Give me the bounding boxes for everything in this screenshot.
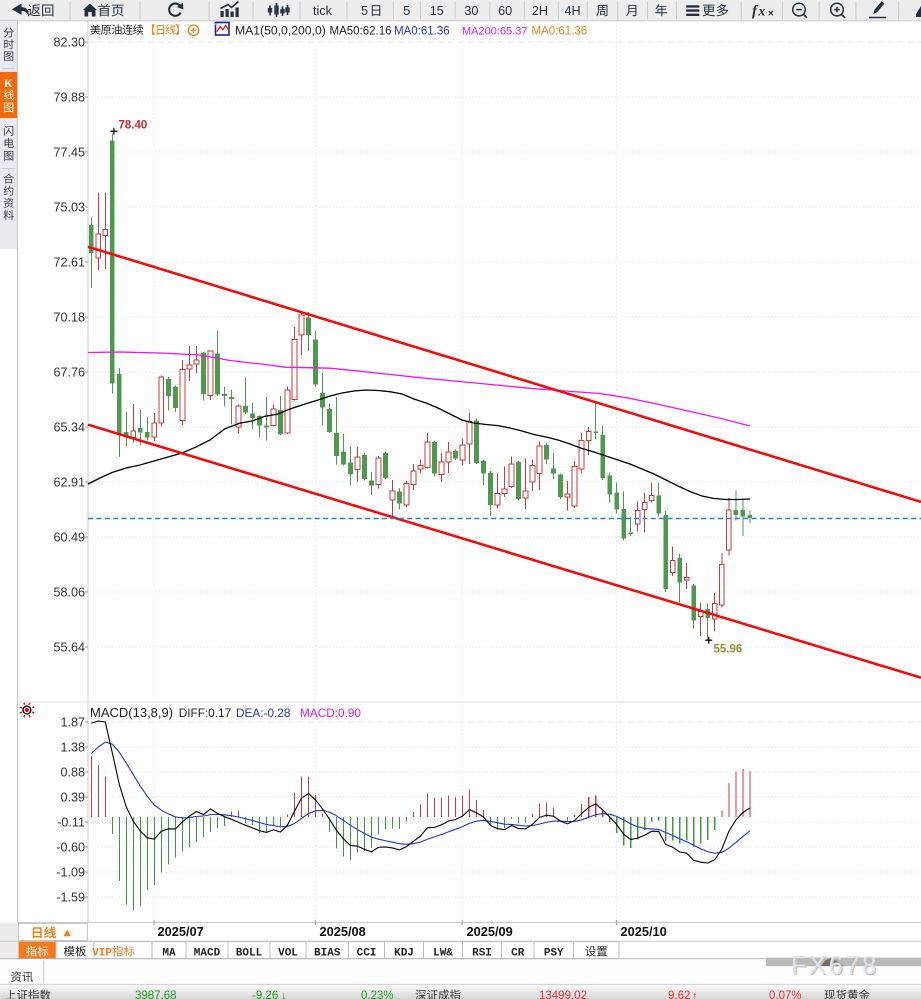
svg-text:15: 15 — [430, 4, 444, 18]
svg-text:CR: CR — [511, 947, 525, 959]
svg-text:5: 5 — [403, 4, 410, 18]
svg-text:62.91: 62.91 — [53, 475, 85, 489]
svg-text:0.39: 0.39 — [60, 790, 85, 804]
svg-text:2025/09: 2025/09 — [467, 924, 513, 939]
svg-text:KDJ: KDJ — [394, 947, 414, 959]
svg-text:60.49: 60.49 — [53, 530, 85, 544]
svg-text:2025/07: 2025/07 — [158, 924, 204, 939]
svg-text:70.18: 70.18 — [53, 310, 85, 324]
svg-text:MA0:61.36: MA0:61.36 — [532, 26, 588, 38]
svg-text:MA200:65.37: MA200:65.37 — [462, 26, 527, 38]
svg-text:1.87: 1.87 — [60, 715, 85, 729]
svg-text:MA: MA — [162, 947, 176, 959]
svg-text:↓: ↓ — [281, 990, 287, 999]
svg-text:13499.02: 13499.02 — [539, 990, 587, 999]
svg-text:82.30: 82.30 — [53, 35, 85, 49]
svg-text:0.88: 0.88 — [60, 765, 85, 779]
svg-text:55.64: 55.64 — [53, 640, 85, 654]
svg-text:FX678: FX678 — [791, 952, 879, 980]
svg-text:72.61: 72.61 — [53, 255, 85, 269]
svg-text:DEA:-0.28: DEA:-0.28 — [236, 706, 291, 720]
svg-text:VIP: VIP — [92, 947, 112, 959]
svg-text:x: x — [758, 4, 766, 19]
svg-text:78.40: 78.40 — [119, 120, 148, 132]
svg-text:↑: ↑ — [692, 990, 698, 999]
svg-text:BOLL: BOLL — [236, 947, 263, 959]
svg-text:RSI: RSI — [472, 947, 492, 959]
svg-text:1.38: 1.38 — [60, 740, 85, 754]
svg-text:BIAS: BIAS — [314, 947, 341, 959]
svg-text:MA0:61.36: MA0:61.36 — [394, 26, 450, 38]
svg-text:-1.09: -1.09 — [56, 865, 85, 879]
svg-text:2H: 2H — [532, 4, 548, 18]
svg-text:65.34: 65.34 — [53, 420, 85, 434]
svg-text:MA1(50,0,200,0): MA1(50,0,200,0) — [235, 24, 326, 38]
svg-text:-9.26: -9.26 — [252, 990, 278, 999]
svg-text:MACD:0.90: MACD:0.90 — [300, 706, 361, 720]
svg-text:55.96: 55.96 — [714, 644, 743, 656]
svg-text:60: 60 — [498, 4, 512, 18]
svg-text:2025/08: 2025/08 — [320, 924, 366, 939]
svg-text:79.88: 79.88 — [53, 90, 85, 104]
svg-text:2025/10: 2025/10 — [621, 924, 667, 939]
svg-text:MA50:62.16: MA50:62.16 — [330, 26, 392, 38]
svg-text:MACD(13,8,9): MACD(13,8,9) — [90, 705, 173, 720]
svg-text:75.03: 75.03 — [53, 200, 85, 214]
svg-text:DIFF:0.17: DIFF:0.17 — [179, 706, 231, 720]
svg-text:✕: ✕ — [768, 9, 775, 18]
svg-text:VOL: VOL — [278, 947, 298, 959]
svg-text:-1.59: -1.59 — [56, 890, 85, 904]
svg-text:-0.11: -0.11 — [57, 815, 85, 829]
svg-text:4H: 4H — [564, 4, 580, 18]
svg-text:67.76: 67.76 — [53, 365, 85, 379]
svg-text:FX678: FX678 — [792, 953, 880, 981]
svg-text:MACD: MACD — [194, 947, 221, 959]
svg-text:f: f — [752, 4, 759, 20]
svg-text:PSY: PSY — [544, 947, 564, 959]
svg-text:58.06: 58.06 — [53, 585, 85, 599]
svg-text:77.45: 77.45 — [53, 145, 85, 159]
svg-text:tick: tick — [313, 4, 333, 18]
svg-text:0.07%: 0.07% — [769, 990, 802, 999]
svg-text:30: 30 — [464, 4, 478, 18]
svg-text:-0.60: -0.60 — [56, 840, 85, 854]
svg-text:CCI: CCI — [357, 947, 377, 959]
svg-text:0.23%: 0.23% — [361, 990, 394, 999]
svg-text:LW&: LW& — [433, 947, 453, 959]
svg-text:3987.68: 3987.68 — [135, 990, 177, 999]
svg-text:K: K — [4, 78, 13, 90]
svg-text:5: 5 — [361, 4, 368, 18]
svg-text:9.62: 9.62 — [668, 990, 690, 999]
